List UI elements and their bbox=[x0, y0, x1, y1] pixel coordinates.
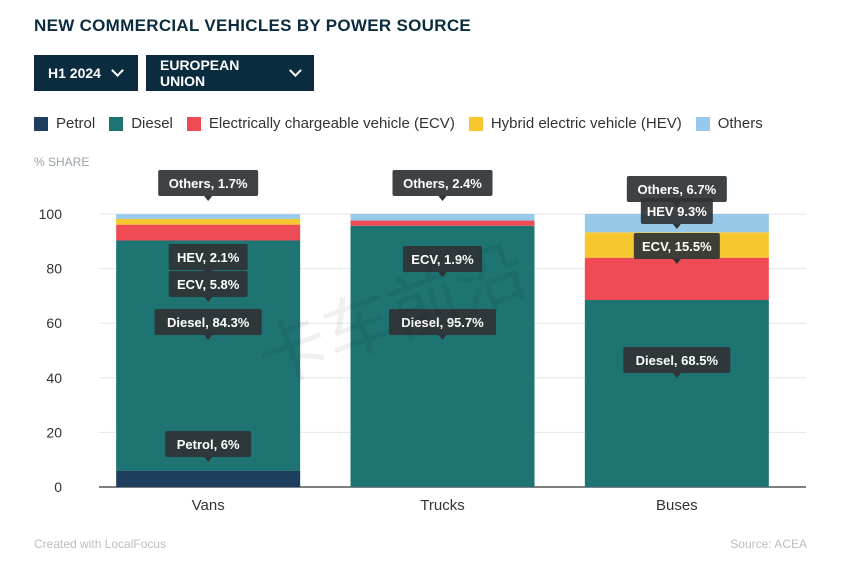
y-tick-label: 40 bbox=[46, 370, 62, 386]
data-label: Others, 6.7% bbox=[637, 182, 716, 197]
callout-box bbox=[623, 347, 731, 373]
x-tick-label: Buses bbox=[656, 497, 698, 514]
legend-swatch-diesel bbox=[109, 116, 124, 131]
legend-swatch-others bbox=[695, 116, 710, 131]
callout-pointer bbox=[672, 373, 681, 378]
y-tick-label: 60 bbox=[46, 315, 62, 331]
callout-box bbox=[633, 233, 720, 259]
callout-box bbox=[389, 309, 496, 335]
data-label-callout: Diesel, 84.3% bbox=[154, 309, 262, 340]
callout-box bbox=[158, 170, 259, 196]
data-label: ECV, 15.5% bbox=[642, 239, 712, 254]
data-label: HEV 9.3% bbox=[647, 204, 707, 219]
legend-item-petrol[interactable]: Petrol bbox=[34, 115, 95, 132]
data-label: ECV, 1.9% bbox=[411, 252, 474, 267]
data-label-callout: Others, 2.4% bbox=[392, 170, 493, 201]
region-dropdown[interactable]: EUROPEAN UNION bbox=[146, 55, 314, 91]
data-label-callout: HEV 9.3% bbox=[640, 198, 713, 229]
callout-pointer bbox=[438, 335, 447, 340]
callout-box bbox=[168, 244, 248, 270]
credit-text: Created with LocalFocus bbox=[34, 537, 167, 551]
period-dropdown[interactable]: H1 2024 bbox=[34, 55, 138, 91]
y-tick-label: 80 bbox=[46, 261, 62, 277]
callout-pointer bbox=[672, 202, 681, 207]
data-label-callout: Diesel, 95.7% bbox=[389, 309, 496, 340]
callout-pointer bbox=[438, 196, 447, 201]
data-label-callout: HEV, 2.1% bbox=[168, 244, 248, 275]
callout-pointer bbox=[672, 259, 681, 264]
data-label-callout: ECV, 1.9% bbox=[403, 246, 482, 277]
data-label: HEV, 2.1% bbox=[177, 250, 240, 265]
legend-swatch-hev bbox=[468, 116, 483, 131]
chart-title: NEW COMMERCIAL VEHICLES BY POWER SOURCE bbox=[34, 16, 472, 35]
data-label-callout: ECV, 5.8% bbox=[168, 271, 248, 302]
legend-item-diesel[interactable]: Diesel bbox=[109, 115, 173, 132]
legend-swatch-ecv bbox=[186, 116, 201, 131]
y-tick-label: 100 bbox=[39, 206, 63, 222]
period-dropdown-label: H1 2024 bbox=[48, 65, 101, 81]
callout-pointer bbox=[204, 297, 213, 302]
callout-box bbox=[168, 271, 248, 297]
y-tick-label: 0 bbox=[54, 479, 62, 495]
region-dropdown-label: EUROPEAN UNION bbox=[160, 57, 240, 89]
legend-item-hev[interactable]: Hybrid electric vehicle (HEV) bbox=[468, 115, 682, 132]
callout-pointer bbox=[672, 224, 681, 229]
data-label: Diesel, 84.3% bbox=[167, 315, 250, 330]
source-text: Source: ACEA bbox=[730, 537, 807, 551]
callout-pointer bbox=[204, 196, 213, 201]
data-label-callout: ECV, 15.5% bbox=[633, 233, 720, 264]
bar-segment-others bbox=[116, 214, 301, 219]
x-tick-label: Trucks bbox=[420, 497, 464, 514]
bar-segment-ecv bbox=[584, 257, 769, 300]
callout-pointer bbox=[204, 270, 213, 275]
legend-item-others[interactable]: Others bbox=[695, 115, 763, 132]
data-label-callout: Others, 6.7% bbox=[626, 176, 727, 207]
callout-box bbox=[154, 309, 262, 335]
callout-box bbox=[626, 176, 727, 202]
legend-label-diesel: Diesel bbox=[131, 115, 173, 132]
bar-segment-petrol bbox=[116, 470, 301, 487]
data-label: Diesel, 68.5% bbox=[636, 353, 719, 368]
bar-segment-ecv bbox=[350, 220, 535, 226]
x-tick-label: Vans bbox=[192, 497, 225, 514]
legend-item-ecv[interactable]: Electrically chargeable vehicle (ECV) bbox=[186, 115, 455, 132]
legend-label-hev: Hybrid electric vehicle (HEV) bbox=[490, 115, 682, 132]
data-label-callout: Others, 1.7% bbox=[158, 170, 259, 201]
callout-box bbox=[403, 246, 482, 272]
callout-pointer bbox=[438, 272, 447, 277]
data-label: ECV, 5.8% bbox=[177, 277, 240, 292]
callout-pointer bbox=[204, 457, 213, 462]
callout-box bbox=[392, 170, 493, 196]
y-axis-label: % SHARE bbox=[34, 155, 89, 169]
legend-swatch-petrol bbox=[34, 116, 48, 131]
data-label: Others, 2.4% bbox=[403, 176, 482, 191]
bar-segment-hev bbox=[116, 218, 301, 225]
data-label: Diesel, 95.7% bbox=[401, 315, 484, 330]
legend-label-petrol: Petrol bbox=[56, 115, 96, 132]
legend-label-ecv: Electrically chargeable vehicle (ECV) bbox=[208, 115, 455, 132]
legend-label-others: Others bbox=[717, 115, 763, 132]
bar-segment-diesel bbox=[584, 299, 769, 487]
chart-legend: Petrol Diesel Electrically chargeable ve… bbox=[34, 115, 777, 132]
bar-segment-ecv bbox=[116, 224, 301, 241]
data-label: Petrol, 6% bbox=[177, 437, 240, 452]
bar-segment-others bbox=[350, 214, 535, 221]
callout-box bbox=[165, 431, 252, 457]
callout-pointer bbox=[204, 335, 213, 340]
y-tick-label: 20 bbox=[46, 424, 62, 440]
data-label: Others, 1.7% bbox=[169, 176, 248, 191]
data-label-callout: Petrol, 6% bbox=[165, 431, 252, 462]
callout-box bbox=[640, 198, 713, 224]
data-label-callout: Diesel, 68.5% bbox=[623, 347, 731, 378]
